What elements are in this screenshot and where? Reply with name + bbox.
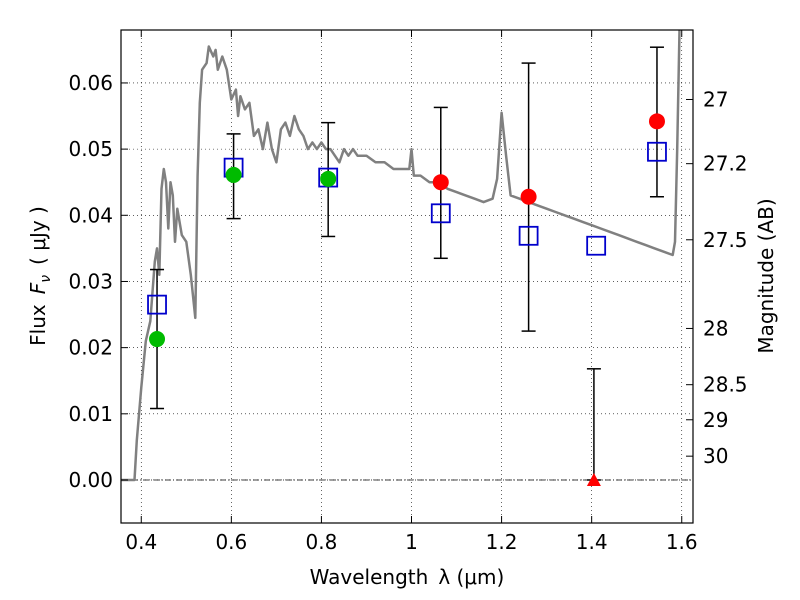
y-tick-label: 0.05 [68, 137, 113, 161]
observed-red-point [648, 113, 665, 130]
upper-limit-triangle-marker [586, 472, 601, 486]
x-tick-label: 0.8 [306, 530, 338, 554]
y-axis-title: Flux Fν ( μJy ) [26, 206, 54, 346]
model-square-marker [647, 141, 667, 162]
y-tick-label: 0.00 [68, 468, 113, 492]
x-axis-label: Wavelength [310, 565, 429, 589]
y-axis-subscript: ν [38, 275, 54, 283]
x-tick-label: 1.4 [576, 530, 608, 554]
y2-tick-label: 30 [703, 444, 728, 468]
y-axis-symbol: F [26, 282, 50, 294]
y2-tick-label: 27.5 [703, 228, 748, 252]
observed-red-point [520, 188, 537, 205]
markers [147, 113, 667, 486]
model-square-marker [430, 203, 451, 224]
ticks: 0.4 0.6 0.8 1 1.2 1.4 1.6 0.00 0.01 0.02 0.03 0.04 0… [68, 30, 748, 554]
x-tick-label: 1.2 [486, 530, 518, 554]
plot-data [121, 30, 693, 486]
model-spectrum-line [121, 30, 681, 482]
y2-tick-label: 29 [703, 408, 728, 432]
y-tick-label: 0.01 [68, 402, 113, 426]
y-tick-label: 0.03 [68, 269, 113, 293]
y2-tick-label: 27.2 [703, 152, 748, 176]
x-tick-label: 1.6 [666, 530, 698, 554]
y2-tick-label: 27 [703, 87, 728, 111]
x-axis-title: Wavelength λ (μm) [310, 565, 505, 589]
y-tick-label: 0.06 [68, 71, 113, 95]
x-axis-symbol: λ (μm) [438, 565, 504, 589]
y2-axis-title: Magnitude (AB) [754, 198, 778, 353]
observed-red-point [432, 174, 449, 191]
observed-green-point [225, 166, 242, 183]
observed-green-point [320, 170, 337, 187]
x-tick-label: 0.6 [215, 530, 247, 554]
y-tick-label: 0.04 [68, 203, 113, 227]
model-square-marker [147, 294, 167, 315]
y-axis-unit: ( μJy ) [26, 206, 50, 265]
grid [121, 30, 693, 523]
x-tick-label: 1 [405, 530, 418, 554]
y-tick-label: 0.02 [68, 336, 113, 360]
plot-frame [120, 29, 694, 524]
observed-green-point [149, 331, 166, 348]
model-square-marker [586, 235, 607, 256]
errorbars [150, 46, 664, 481]
x-tick-label: 0.4 [125, 530, 157, 554]
model-square-marker [518, 225, 539, 246]
y-axis-label: Flux [26, 304, 50, 346]
y2-tick-label: 28 [703, 316, 728, 340]
y2-tick-label: 28.5 [703, 373, 748, 397]
